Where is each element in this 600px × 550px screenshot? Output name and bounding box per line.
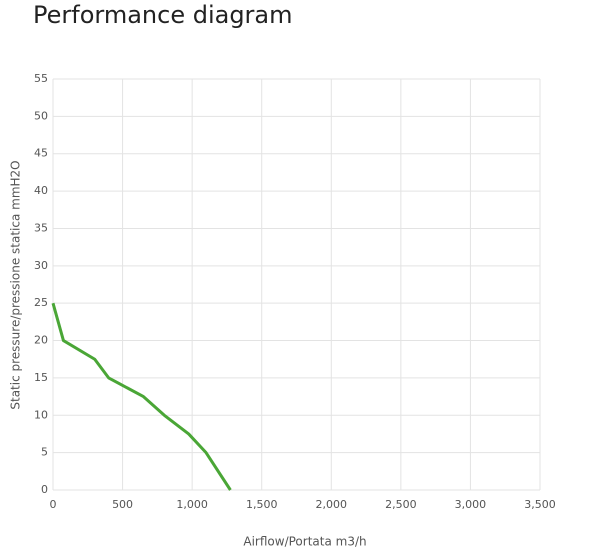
y-tick-label: 20 [34,334,48,347]
y-tick-label: 5 [41,446,48,459]
data-line [51,302,232,491]
x-tick-label: 3,000 [455,498,487,511]
y-tick-label: 15 [34,371,48,384]
y-tick-label: 35 [34,221,48,234]
y-tick-label: 30 [34,259,48,272]
y-tick-label: 50 [34,109,48,122]
chart-title: Performance diagram [33,1,293,29]
x-tick-label: 0 [50,498,57,511]
y-tick-label: 40 [34,184,48,197]
y-tick-label: 10 [34,408,48,421]
y-axis-label: Static pressure/pressione statica mmH2O [9,160,23,409]
x-tick-label: 500 [112,498,133,511]
y-tick-label: 45 [34,147,48,160]
x-tick-label: 3,500 [524,498,556,511]
x-tick-label: 1,000 [176,498,208,511]
x-tick-label: 2,500 [385,498,417,511]
y-tick-label: 0 [41,483,48,496]
y-tick-label: 25 [34,296,48,309]
y-tick-label: 55 [34,72,48,85]
x-tick-label: 2,000 [316,498,348,511]
x-tick-label: 1,500 [246,498,278,511]
x-axis-label: Airflow/Portata m3/h [243,535,366,549]
